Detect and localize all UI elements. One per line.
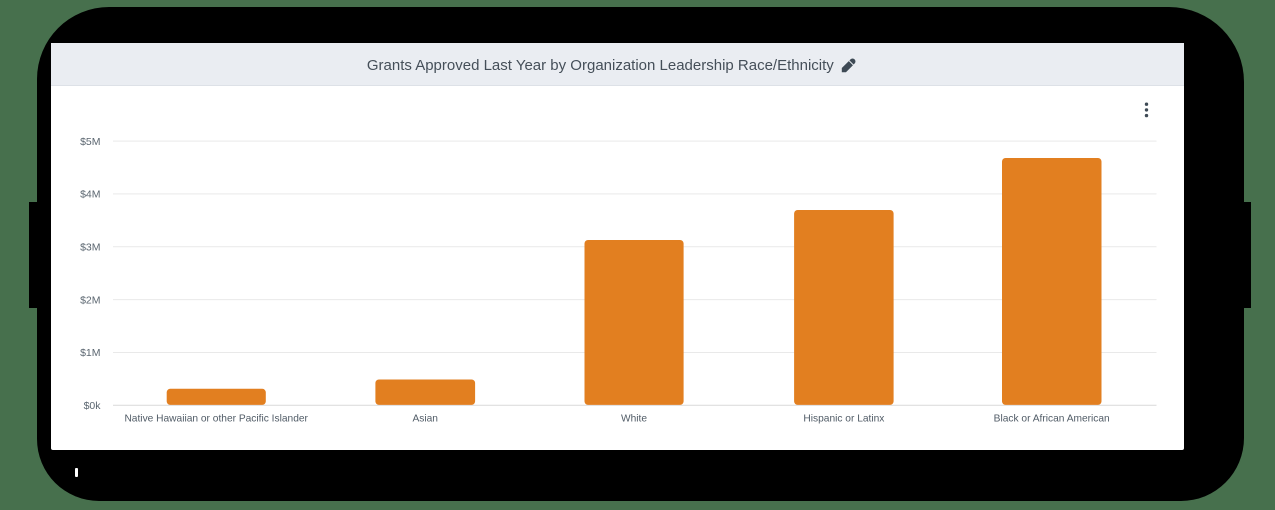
svg-text:Black or African American: Black or African American xyxy=(994,414,1110,425)
svg-text:Hispanic or Latinx: Hispanic or Latinx xyxy=(803,414,884,425)
svg-text:$4M: $4M xyxy=(80,189,100,201)
svg-text:$5M: $5M xyxy=(80,136,100,148)
svg-text:$3M: $3M xyxy=(80,242,100,254)
svg-text:Asian: Asian xyxy=(412,414,437,425)
svg-text:Native Hawaiian or other Pacif: Native Hawaiian or other Pacific Islande… xyxy=(124,414,308,425)
svg-text:$2M: $2M xyxy=(80,294,100,306)
svg-text:White: White xyxy=(621,414,647,425)
svg-text:$1M: $1M xyxy=(80,347,100,359)
svg-text:$0k: $0k xyxy=(84,400,102,412)
